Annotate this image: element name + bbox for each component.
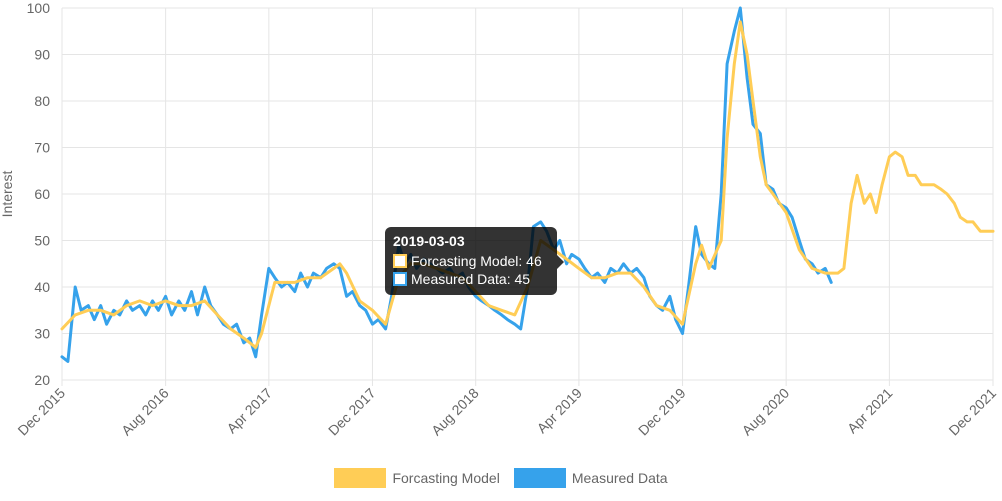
x-tick-label: Aug 2016 [118, 385, 172, 439]
tooltip-swatch-measured [393, 272, 407, 286]
tooltip-title: 2019-03-03 [393, 233, 465, 249]
tooltip-swatch-forecast [393, 254, 407, 268]
x-tick-label: Apr 2017 [223, 385, 275, 437]
series-line-forcasting-model[interactable] [60, 20, 995, 349]
legend-label-measured: Measured Data [571, 470, 668, 486]
y-tick-label: 20 [34, 372, 50, 388]
y-tick-label: 70 [34, 140, 50, 156]
legend-item-forecast[interactable]: Forcasting Model [334, 468, 500, 488]
x-tick-label: Aug 2018 [428, 385, 482, 439]
tooltip-forecast-value: Forcasting Model: 46 [411, 253, 542, 269]
y-tick-label: 40 [34, 279, 50, 295]
y-axis-title: Interest [0, 171, 15, 218]
y-tick-label: 100 [27, 0, 51, 16]
y-tick-label: 60 [34, 186, 50, 202]
tooltip-measured-value: Measured Data: 45 [411, 271, 531, 287]
tooltip-caret [557, 255, 564, 269]
y-tick-label: 90 [34, 47, 50, 63]
x-tick-label: Aug 2020 [739, 385, 793, 439]
x-tick-label: Dec 2021 [945, 385, 999, 439]
tooltip-row: Forcasting Model: 46 [393, 252, 549, 270]
legend-label-forecast: Forcasting Model [392, 470, 500, 486]
grid-lines [61, 7, 994, 386]
y-tick-label: 50 [34, 233, 50, 249]
series-lines[interactable] [60, 6, 995, 363]
x-tick-label: Apr 2021 [844, 385, 896, 437]
chart-legend: Forcasting Model Measured Data [0, 468, 1002, 488]
data-tooltip: 2019-03-03 Forcasting Model: 46 Measured… [385, 227, 557, 295]
legend-item-measured[interactable]: Measured Data [513, 468, 668, 488]
y-tick-label: 80 [34, 93, 50, 109]
legend-swatch-measured [513, 468, 566, 488]
x-tick-label: Dec 2015 [14, 385, 68, 439]
tooltip-row: Measured Data: 45 [393, 270, 549, 288]
y-axis-tick-labels: 20 30 40 50 60 70 80 90 100 [27, 0, 51, 388]
y-tick-label: 30 [34, 326, 50, 342]
series-line-measured-data[interactable] [60, 6, 833, 363]
x-axis-tick-labels: Dec 2015 Aug 2016 Apr 2017 Dec 2017 Aug 2018… [14, 385, 999, 439]
x-tick-label: Apr 2019 [534, 385, 586, 437]
x-tick-label: Dec 2019 [635, 385, 689, 439]
x-tick-label: Dec 2017 [325, 385, 379, 439]
legend-swatch-forecast [334, 468, 387, 488]
